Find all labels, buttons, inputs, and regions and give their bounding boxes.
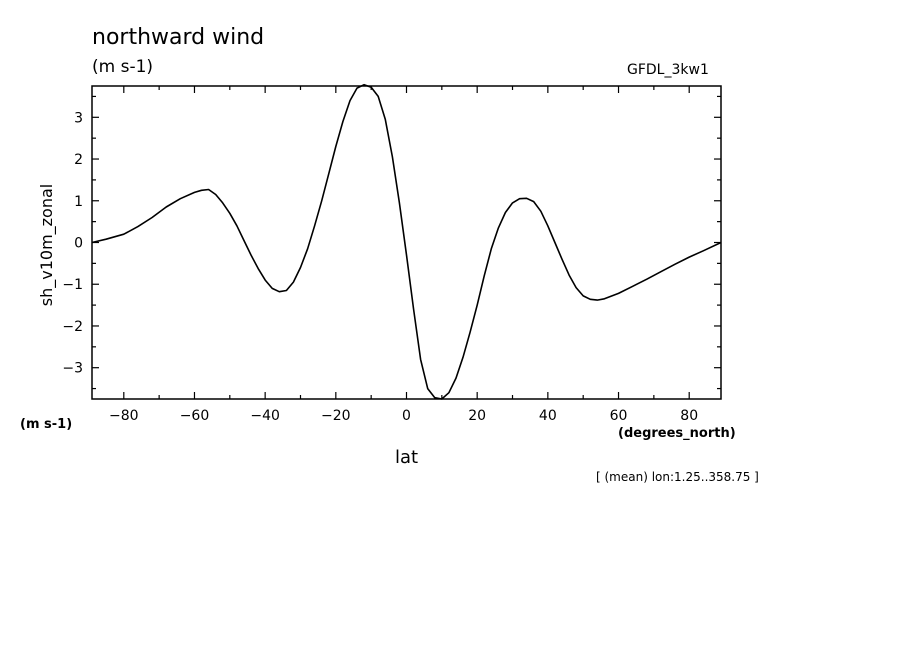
y-tick-label: 2 [74,152,83,168]
x-tick-label: −40 [250,408,280,424]
plot-frame [91,85,722,400]
x-tick-label: −60 [180,408,210,424]
y-axis-units: (m s-1) [20,417,73,432]
y-tick-label: 1 [74,194,83,210]
series-group [91,83,722,400]
x-tick-label: 60 [610,408,628,424]
x-tick-label: −20 [321,408,351,424]
x-tick-label: 0 [402,408,411,424]
y-tick-label: −3 [62,361,83,377]
x-tick-label: 20 [468,408,486,424]
x-tick-label: 80 [680,408,698,424]
chart-title: northward wind [92,25,265,50]
dataset-label: GFDL_3kw1 [627,62,709,78]
series-line-0 [91,83,722,400]
x-tick-label: 40 [539,408,557,424]
x-tick-label: −80 [109,408,139,424]
tick-labels: −80 −60 −40 −20 0 20 40 60 80 −3 −2 −1 0 1 2 3 [62,110,698,424]
y-tick-label: −1 [62,277,83,293]
chart-units: (m s-1) [92,57,154,77]
y-tick-label: 0 [74,236,83,252]
y-tick-label: −2 [62,319,83,335]
y-tick-label: 3 [74,110,83,126]
axis-ticks [92,86,721,399]
x-axis-label: lat [395,447,419,468]
footnote: [ (mean) lon:1.25..358.75 ] [596,470,759,484]
x-axis-units: (degrees_north) [618,426,736,441]
